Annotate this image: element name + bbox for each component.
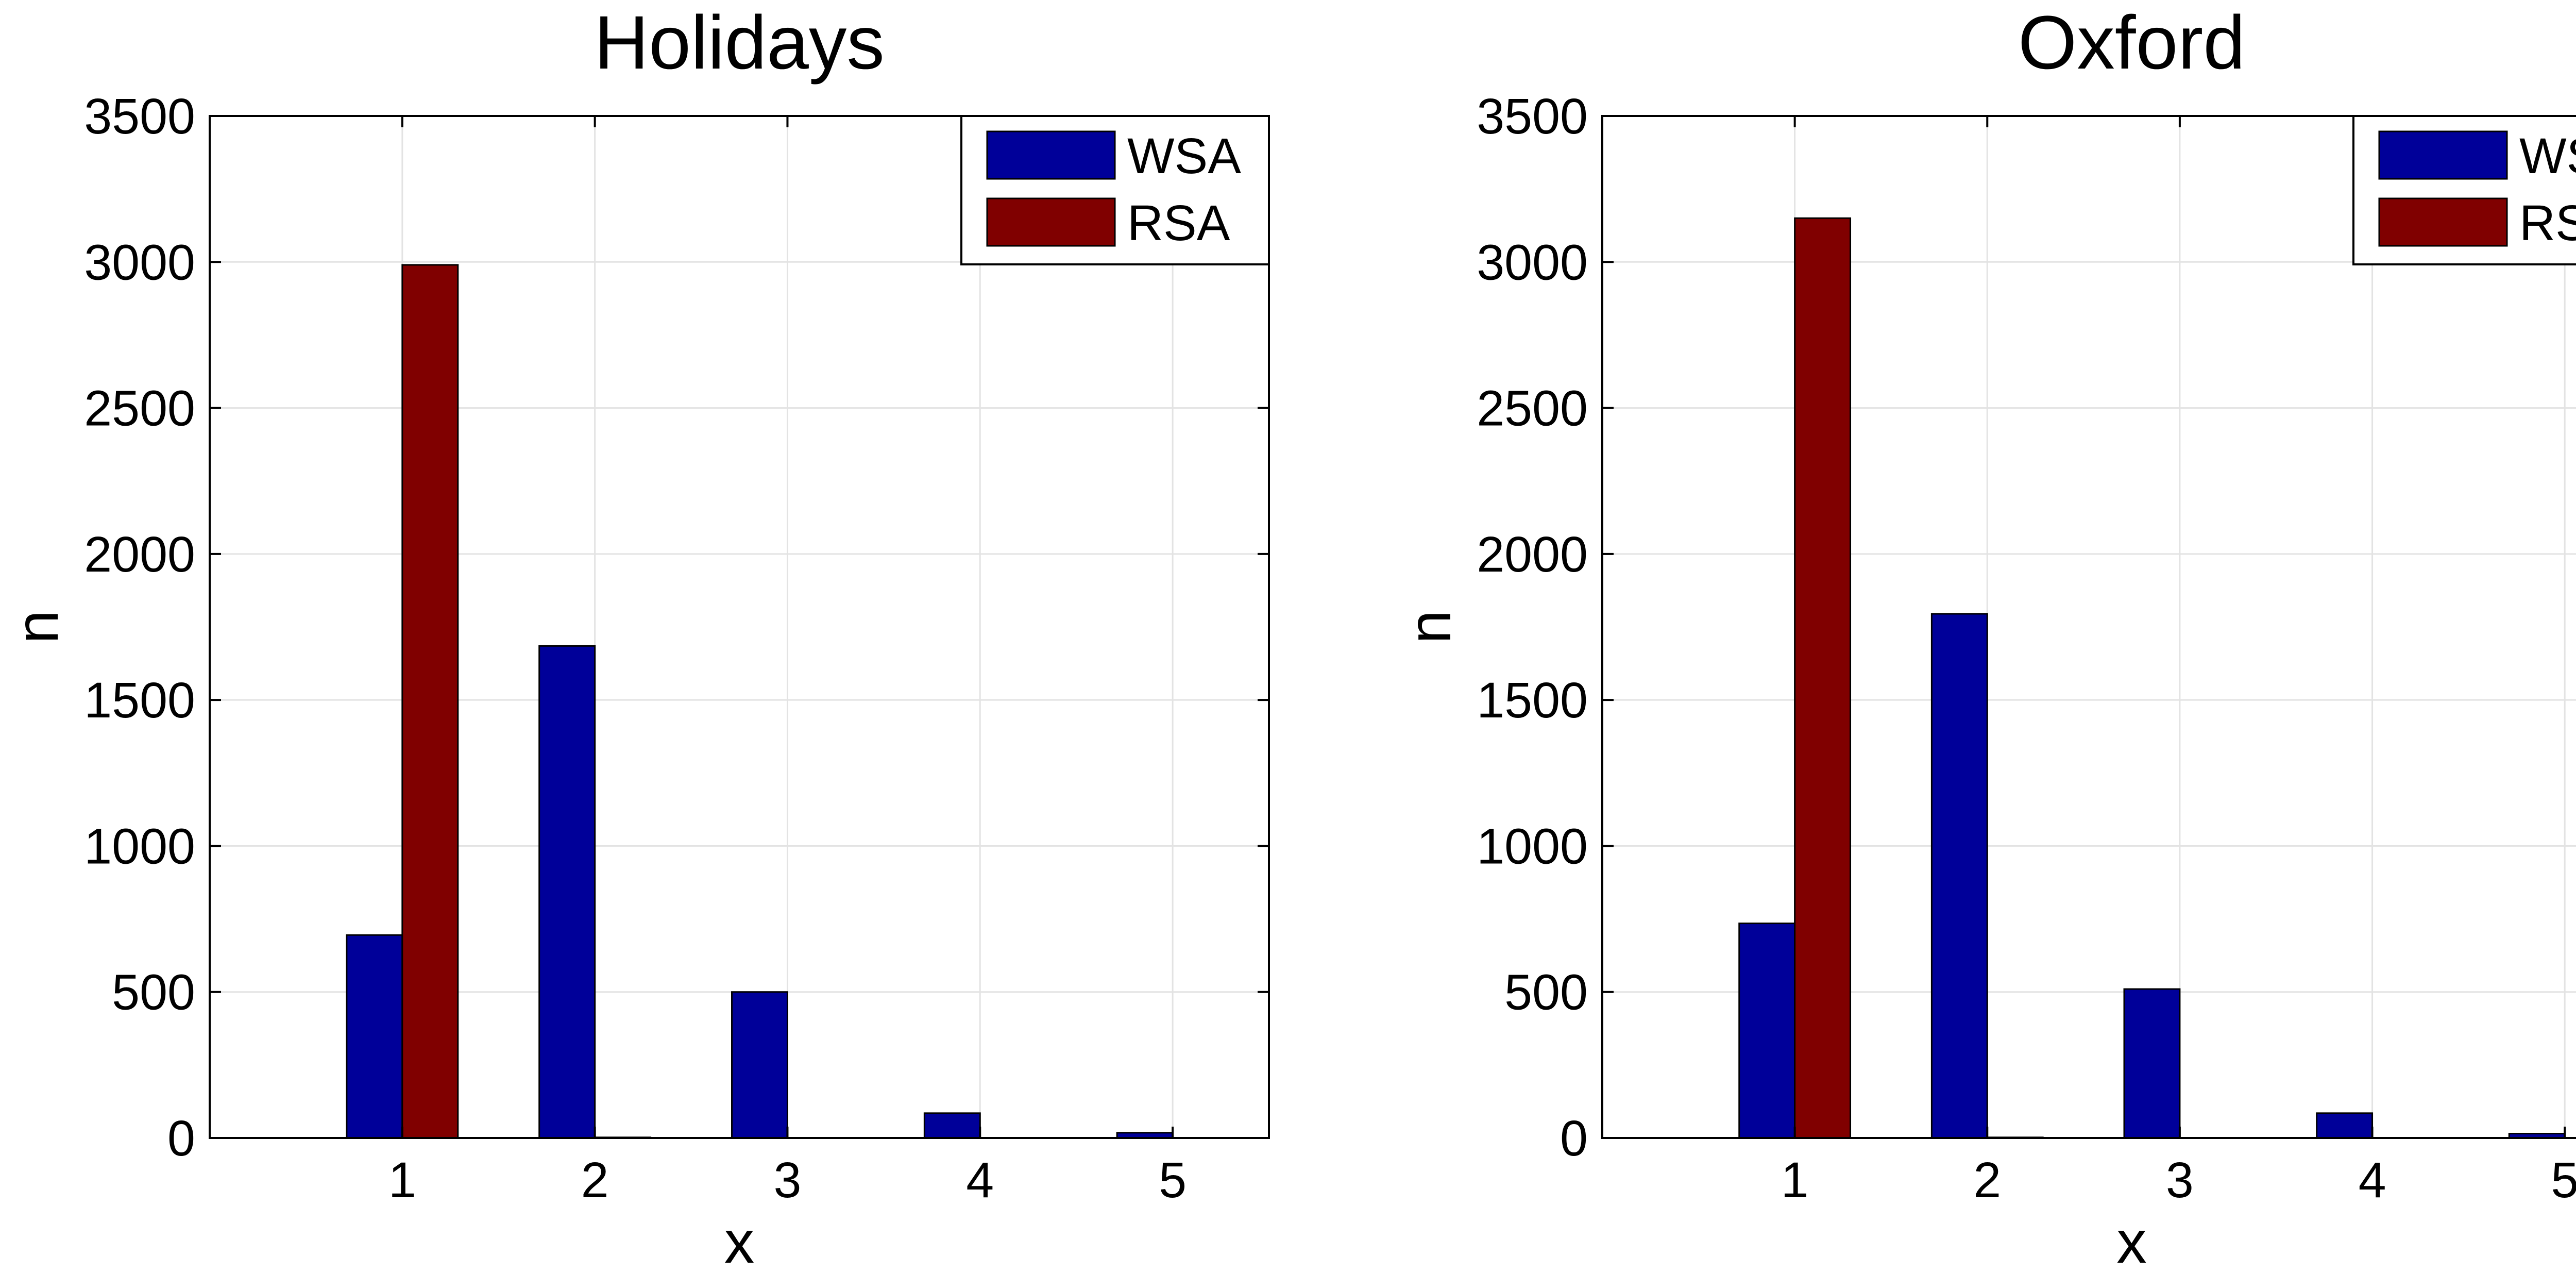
x-tick-label: 4	[2359, 1152, 2386, 1208]
chart-title: Oxford	[2018, 1, 2245, 85]
y-tick-label: 0	[167, 1110, 195, 1166]
bar-wsa-3	[731, 991, 788, 1139]
bar-wsa-1	[1738, 923, 1796, 1139]
legend-label-rsa: RSA	[2519, 195, 2576, 251]
y-tick-label: 2500	[84, 380, 195, 437]
x-tick-label: 3	[2166, 1152, 2194, 1208]
y-axis-label: n	[1396, 610, 1463, 644]
x-tick-label: 5	[1159, 1152, 1187, 1208]
chart-title: Holidays	[594, 1, 885, 85]
y-tick-label: 1500	[1477, 672, 1588, 728]
bar-wsa-3	[2123, 988, 2181, 1139]
y-tick-label: 500	[1504, 964, 1588, 1020]
legend-swatch-rsa	[986, 197, 1116, 247]
chart-panel-1: 0 500 1000 1500 2000 2500 3000 3500 1 2 3 4 5 Holiday…	[3, 1, 1270, 1273]
y-tick-label: 2500	[1477, 380, 1588, 437]
y-tick-label: 3500	[84, 88, 195, 144]
y-tick-label: 3500	[1477, 88, 1588, 144]
plot-area	[1601, 115, 2576, 1139]
y-tick-label: 3000	[1477, 234, 1588, 290]
legend-label-wsa: WSA	[2519, 128, 2576, 184]
legend: WSA RSA	[960, 115, 1270, 265]
x-tick-label: 1	[1781, 1152, 1809, 1208]
legend-swatch-wsa	[2378, 130, 2508, 180]
plot-area	[209, 115, 1270, 1139]
x-tick-label: 5	[2551, 1152, 2576, 1208]
x-axis-label: x	[2116, 1208, 2147, 1273]
y-axis-label: n	[3, 610, 71, 644]
y-tick-label: 1000	[1477, 818, 1588, 874]
bar-wsa-4	[923, 1112, 981, 1139]
legend-label-wsa: WSA	[1127, 128, 1241, 184]
bar-wsa-4	[2316, 1112, 2374, 1139]
bar-rsa-1	[1794, 217, 1852, 1139]
y-tick-label: 500	[112, 964, 195, 1020]
y-tick-label: 3000	[84, 234, 195, 290]
chart-panel-2: 0 500 1000 1500 2000 2500 3000 3500 1 2 3 4 5 Oxford x…	[1396, 1, 2576, 1273]
legend-swatch-wsa	[986, 130, 1116, 180]
bar-rsa-1	[401, 264, 459, 1139]
x-tick-label: 2	[581, 1152, 609, 1208]
bar-wsa-2	[1930, 613, 1988, 1139]
legend-swatch-rsa	[2378, 197, 2508, 247]
x-tick-label: 2	[1973, 1152, 2001, 1208]
x-tick-label: 1	[388, 1152, 416, 1208]
y-tick-label: 1500	[84, 672, 195, 728]
y-tick-label: 2000	[1477, 526, 1588, 582]
x-tick-label: 4	[966, 1152, 994, 1208]
bar-wsa-1	[346, 934, 403, 1139]
y-tick-label: 0	[1560, 1110, 1588, 1166]
x-axis-label: x	[724, 1208, 755, 1273]
y-tick-label: 2000	[84, 526, 195, 582]
x-tick-label: 3	[773, 1152, 801, 1208]
bar-wsa-2	[538, 645, 596, 1139]
legend: WSA RSA	[2352, 115, 2576, 265]
y-tick-label: 1000	[84, 818, 195, 874]
legend-label-rsa: RSA	[1127, 195, 1230, 251]
